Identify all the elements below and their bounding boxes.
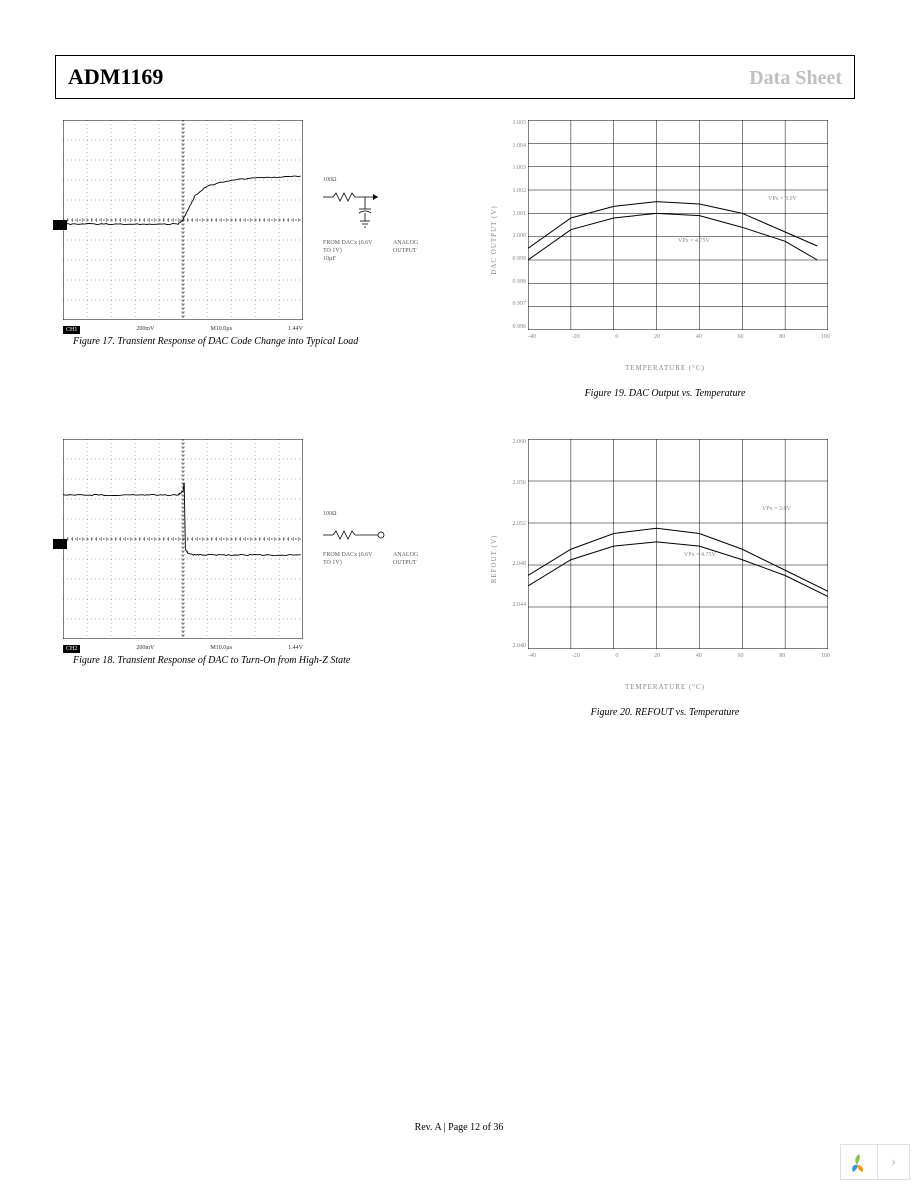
from-label: FROM DACx (0.6V TO 1V) [323,239,381,256]
fig17-circuit: 100Ω FROM DACx (0.6V TO 1V) ANAL [323,176,435,264]
scope-footer: CH2 200mV M10.0µs 1.44V [63,645,303,653]
series-label: VPx = 4.75V [678,238,710,244]
figure-20: REFOUT (V) 2.0602.0562.0522.0482.0442.04… [475,439,855,718]
cap-label: 10µF [323,255,435,263]
series-label: VPx = 3.0V [768,196,797,202]
fig20-chart: REFOUT (V) 2.0602.0562.0522.0482.0442.04… [500,439,830,679]
next-page-button[interactable]: › [877,1145,909,1179]
header-bar: ADM1169 Data Sheet [55,55,855,99]
fig20-ylabel: REFOUT (V) [490,535,498,584]
scope-footer: CH1 200mV M10.0µs 1.44V [63,326,303,334]
output-label: ANALOG OUTPUT [393,239,435,256]
figure-19: DAC OUTPUT (V) 1.0051.0041.0031.0021.001… [475,120,855,399]
timebase: M10.0µs [210,326,232,334]
fig19-xlabel: TEMPERATURE (°C) [475,364,855,372]
document-type: Data Sheet [749,67,842,90]
fig20-caption: Figure 20. REFOUT vs. Temperature [475,707,855,718]
fig19-chart: DAC OUTPUT (V) 1.0051.0041.0031.0021.001… [500,120,830,360]
figure-17: CH1 200mV M10.0µs 1.44V 100Ω [55,120,435,399]
timebase: M10.0µs [210,645,232,653]
resistor-label: 100Ω [323,510,435,518]
figures-grid: CH1 200mV M10.0µs 1.44V 100Ω [55,120,855,718]
fig17-scope: CH1 200mV M10.0µs 1.44V [63,120,303,320]
ch-scale: 200mV [136,645,154,653]
channel-marker-icon [53,220,67,230]
chevron-right-icon: › [891,1153,896,1171]
channel-marker-icon [53,539,67,549]
figure-18: CH2 200mV M10.0µs 1.44V 100Ω FROM DACx (… [55,439,435,718]
fig20-xticks: -40-20020406080100 [500,651,830,659]
ch-scale: 200mV [136,326,154,334]
page-footer: Rev. A | Page 12 of 36 [0,1122,918,1133]
ch-label: CH2 [63,645,80,653]
trigger: 1.44V [288,645,303,653]
yii-logo-icon[interactable] [841,1145,877,1181]
fig20-yticks: 2.0602.0562.0522.0482.0442.040 [502,439,526,649]
resistor-label: 100Ω [323,176,435,184]
fig18-circuit: 100Ω FROM DACx (0.6V TO 1V) ANALOG OUTPU… [323,510,435,567]
circuit-diagram-icon [323,521,393,549]
series-label: VPx = 3.0V [762,506,791,512]
output-label: ANALOG OUTPUT [393,551,435,568]
fig20-xlabel: TEMPERATURE (°C) [475,683,855,691]
circuit-diagram-icon [323,187,393,237]
fig19-yticks: 1.0051.0041.0031.0021.0011.0000.9990.998… [502,120,526,330]
ch-label: CH1 [63,326,80,334]
fig19-ylabel: DAC OUTPUT (V) [490,205,498,274]
fig18-caption: Figure 18. Transient Response of DAC to … [73,655,435,666]
fig19-caption: Figure 19. DAC Output vs. Temperature [475,388,855,399]
fig18-scope: CH2 200mV M10.0µs 1.44V [63,439,303,639]
fig17-caption: Figure 17. Transient Response of DAC Cod… [73,336,435,347]
fig19-xticks: -40-20020406080100 [500,332,830,340]
series-label: VPx = 4.75V [684,552,716,558]
viewer-nav: › [840,1144,910,1180]
from-label: FROM DACx (0.6V TO 1V) [323,551,381,568]
part-number: ADM1169 [68,64,163,90]
trigger: 1.44V [288,326,303,334]
